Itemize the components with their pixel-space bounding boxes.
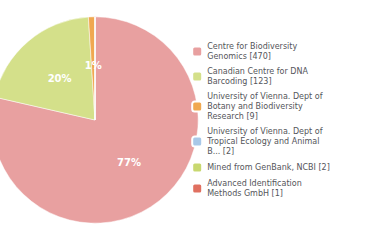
svg-text:Research [9]: Research [9]	[207, 112, 258, 121]
svg-text:Centre for Biodiversity: Centre for Biodiversity	[207, 42, 297, 51]
svg-text:Genomics [470]: Genomics [470]	[207, 52, 271, 61]
svg-text:Tropical Ecology and Animal: Tropical Ecology and Animal	[206, 137, 319, 146]
svg-text:Advanced Identification: Advanced Identification	[207, 179, 302, 188]
svg-text:University of Vienna. Dept of: University of Vienna. Dept of	[207, 127, 322, 136]
svg-text:Mined from GenBank, NCBI [2]: Mined from GenBank, NCBI [2]	[207, 163, 330, 172]
svg-text:Methods GmbH [1]: Methods GmbH [1]	[207, 189, 283, 198]
svg-text:Barcoding [123]: Barcoding [123]	[207, 77, 271, 86]
svg-text:20%: 20%	[48, 73, 72, 84]
svg-text:Canadian Centre for DNA: Canadian Centre for DNA	[207, 67, 308, 76]
svg-text:Botany and Biodiversity: Botany and Biodiversity	[207, 102, 303, 111]
svg-text:77%: 77%	[117, 157, 141, 168]
svg-text:University of Vienna. Dept of: University of Vienna. Dept of	[207, 92, 322, 101]
svg-text:1%: 1%	[85, 60, 102, 71]
svg-text:B... [2]: B... [2]	[207, 147, 234, 156]
